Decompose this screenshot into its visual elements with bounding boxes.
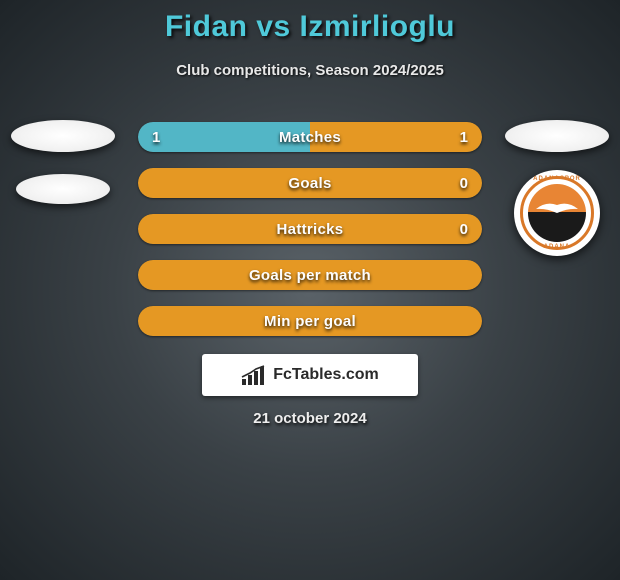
date-text: 21 october 2024 <box>0 410 620 427</box>
page-title: Fidan vs Izmirlioglu <box>0 10 620 44</box>
bar-value-right: 0 <box>460 168 468 198</box>
club-logo-bottom-text: ADANA <box>514 244 600 250</box>
bar-value-right: 1 <box>460 122 468 152</box>
bar-label: Goals per match <box>138 260 482 290</box>
stat-bar: Hattricks 0 <box>138 214 482 244</box>
stat-bar: Goals 0 <box>138 168 482 198</box>
bar-value-right: 0 <box>460 214 468 244</box>
stat-bar: Min per goal <box>138 306 482 336</box>
bar-label: Min per goal <box>138 306 482 336</box>
stat-bar: 1 Matches 1 <box>138 122 482 152</box>
stats-bars: 1 Matches 1 Goals 0 Hattricks 0 Goals pe… <box>138 122 482 352</box>
bird-icon <box>534 199 580 217</box>
right-player-column: ADANASPOR ADANA <box>502 120 612 256</box>
chart-growth-icon <box>241 364 267 386</box>
left-club-placeholder <box>16 174 110 204</box>
left-flag-placeholder <box>11 120 115 152</box>
right-club-logo: ADANASPOR ADANA <box>514 170 600 256</box>
left-player-column <box>8 120 118 226</box>
subtitle: Club competitions, Season 2024/2025 <box>0 62 620 79</box>
bar-label: Goals <box>138 168 482 198</box>
brand-text: FcTables.com <box>273 366 379 384</box>
bar-label: Matches <box>138 122 482 152</box>
brand-box: FcTables.com <box>202 354 418 396</box>
right-flag-placeholder <box>505 120 609 152</box>
stat-bar: Goals per match <box>138 260 482 290</box>
bar-label: Hattricks <box>138 214 482 244</box>
